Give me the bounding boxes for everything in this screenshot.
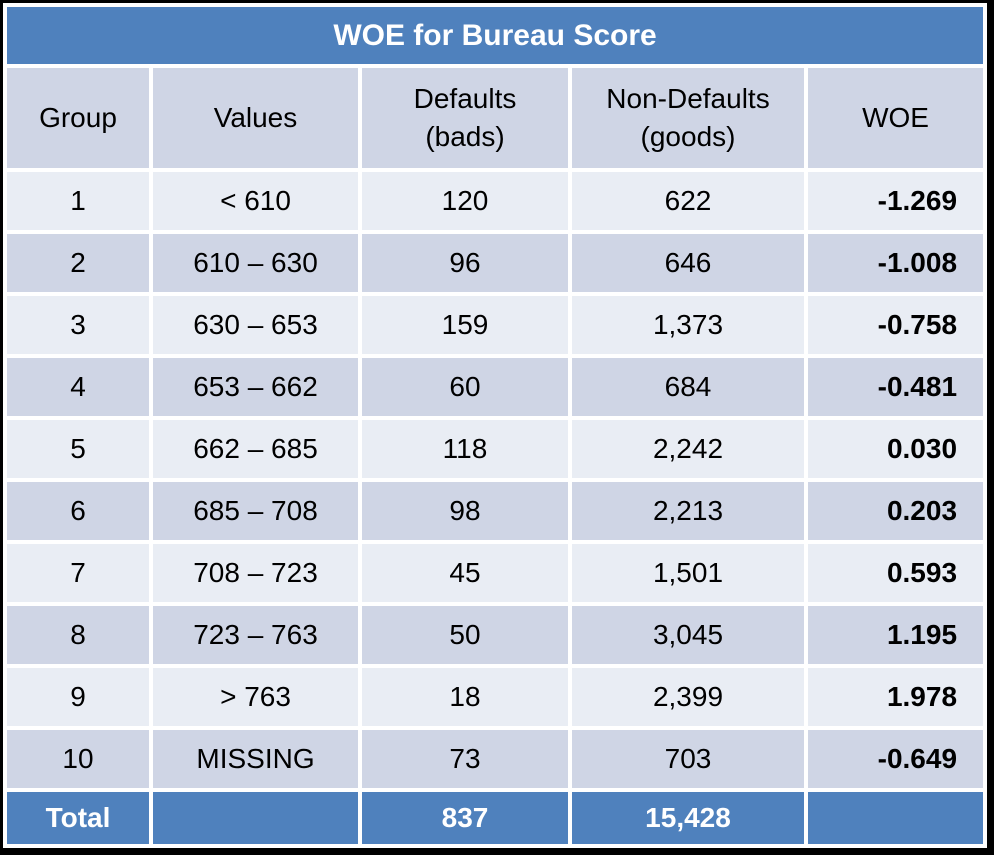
header-label: Values bbox=[213, 102, 298, 134]
cell-defaults: 60 bbox=[362, 358, 568, 416]
header-label-line2: (goods) bbox=[640, 121, 736, 152]
cell-woe: -0.481 bbox=[808, 358, 984, 416]
table-sheet: WOE for Bureau Score Group Values Defaul… bbox=[3, 3, 988, 848]
cell-woe: -1.269 bbox=[808, 172, 984, 230]
total-label: Total bbox=[7, 792, 149, 844]
cell-woe: -0.758 bbox=[808, 296, 984, 354]
total-woe-empty bbox=[808, 792, 984, 844]
cell-defaults: 96 bbox=[362, 234, 568, 292]
total-values-empty bbox=[153, 792, 358, 844]
table-total-row: Total 837 15,428 bbox=[7, 792, 984, 844]
cell-defaults: 159 bbox=[362, 296, 568, 354]
cell-values: < 610 bbox=[153, 172, 358, 230]
cell-non-defaults: 622 bbox=[572, 172, 804, 230]
cell-non-defaults: 646 bbox=[572, 234, 804, 292]
cell-non-defaults: 1,373 bbox=[572, 296, 804, 354]
table-row-6: 6 685 – 708 98 2,213 0.203 bbox=[7, 482, 984, 540]
cell-values: 630 – 653 bbox=[153, 296, 358, 354]
cell-values: MISSING bbox=[153, 730, 358, 788]
cell-woe: 0.030 bbox=[808, 420, 984, 478]
cell-group: 4 bbox=[7, 358, 149, 416]
cell-group: 8 bbox=[7, 606, 149, 664]
total-defaults: 837 bbox=[362, 792, 568, 844]
column-header-defaults: Defaults (bads) bbox=[362, 68, 568, 168]
cell-defaults: 120 bbox=[362, 172, 568, 230]
cell-group: 5 bbox=[7, 420, 149, 478]
column-header-woe: WOE bbox=[808, 68, 984, 168]
cell-woe: 1.978 bbox=[808, 668, 984, 726]
column-header-non-defaults: Non-Defaults (goods) bbox=[572, 68, 804, 168]
cell-non-defaults: 3,045 bbox=[572, 606, 804, 664]
cell-non-defaults: 703 bbox=[572, 730, 804, 788]
cell-defaults: 98 bbox=[362, 482, 568, 540]
cell-values: 662 – 685 bbox=[153, 420, 358, 478]
table-title-row: WOE for Bureau Score bbox=[7, 7, 984, 64]
cell-non-defaults: 1,501 bbox=[572, 544, 804, 602]
header-label-line1: Non-Defaults bbox=[606, 83, 770, 115]
table-row-4: 4 653 – 662 60 684 -0.481 bbox=[7, 358, 984, 416]
cell-values: 653 – 662 bbox=[153, 358, 358, 416]
cell-group: 9 bbox=[7, 668, 149, 726]
cell-values: 723 – 763 bbox=[153, 606, 358, 664]
cell-woe: 0.203 bbox=[808, 482, 984, 540]
cell-group: 1 bbox=[7, 172, 149, 230]
column-header-values: Values bbox=[153, 68, 358, 168]
cell-values: 708 – 723 bbox=[153, 544, 358, 602]
table-row-7: 7 708 – 723 45 1,501 0.593 bbox=[7, 544, 984, 602]
cell-woe: 1.195 bbox=[808, 606, 984, 664]
cell-values: > 763 bbox=[153, 668, 358, 726]
cell-non-defaults: 2,213 bbox=[572, 482, 804, 540]
cell-defaults: 118 bbox=[362, 420, 568, 478]
cell-woe: -0.649 bbox=[808, 730, 984, 788]
header-label: WOE bbox=[862, 102, 929, 134]
table-row-3: 3 630 – 653 159 1,373 -0.758 bbox=[7, 296, 984, 354]
cell-non-defaults: 2,242 bbox=[572, 420, 804, 478]
cell-woe: 0.593 bbox=[808, 544, 984, 602]
table-row-9: 9 > 763 18 2,399 1.978 bbox=[7, 668, 984, 726]
cell-group: 3 bbox=[7, 296, 149, 354]
cell-non-defaults: 684 bbox=[572, 358, 804, 416]
cell-values: 610 – 630 bbox=[153, 234, 358, 292]
table-row-5: 5 662 – 685 118 2,242 0.030 bbox=[7, 420, 984, 478]
header-label-line1: Defaults bbox=[413, 83, 517, 115]
table-row-8: 8 723 – 763 50 3,045 1.195 bbox=[7, 606, 984, 664]
header-label-line2: (bads) bbox=[425, 121, 505, 152]
cell-group: 7 bbox=[7, 544, 149, 602]
header-label: Group bbox=[39, 102, 117, 134]
table-row-10: 10 MISSING 73 703 -0.649 bbox=[7, 730, 984, 788]
woe-table: WOE for Bureau Score Group Values Defaul… bbox=[3, 3, 988, 848]
cell-woe: -1.008 bbox=[808, 234, 984, 292]
column-header-group: Group bbox=[7, 68, 149, 168]
table-row-2: 2 610 – 630 96 646 -1.008 bbox=[7, 234, 984, 292]
cell-defaults: 18 bbox=[362, 668, 568, 726]
total-non-defaults: 15,428 bbox=[572, 792, 804, 844]
table-header-row: Group Values Defaults (bads) Non-Default… bbox=[7, 68, 984, 168]
cell-defaults: 73 bbox=[362, 730, 568, 788]
table-title: WOE for Bureau Score bbox=[7, 7, 984, 64]
cell-non-defaults: 2,399 bbox=[572, 668, 804, 726]
cell-group: 6 bbox=[7, 482, 149, 540]
cell-defaults: 50 bbox=[362, 606, 568, 664]
cell-group: 2 bbox=[7, 234, 149, 292]
cell-group: 10 bbox=[7, 730, 149, 788]
table-row-1: 1 < 610 120 622 -1.269 bbox=[7, 172, 984, 230]
cell-defaults: 45 bbox=[362, 544, 568, 602]
cell-values: 685 – 708 bbox=[153, 482, 358, 540]
